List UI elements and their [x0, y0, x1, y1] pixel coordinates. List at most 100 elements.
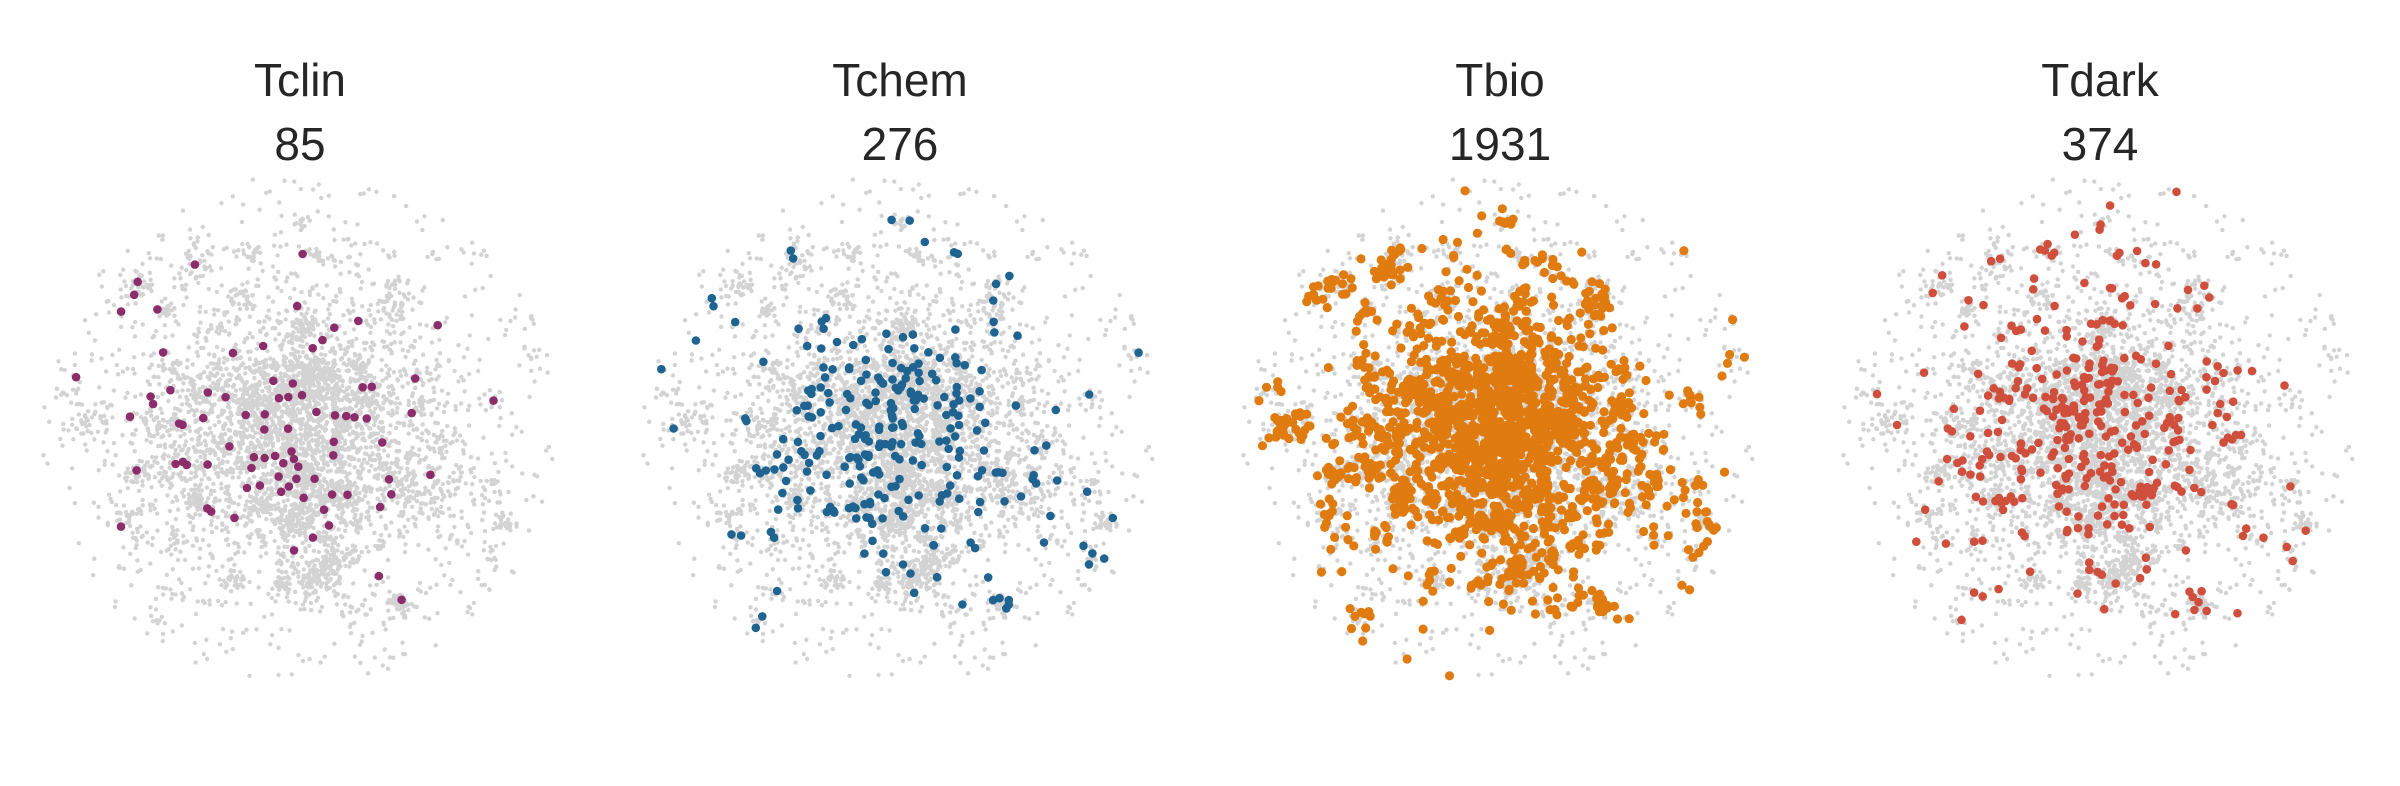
background-point: [469, 491, 474, 496]
background-point: [294, 317, 299, 322]
background-point: [226, 529, 231, 535]
background-point: [216, 414, 221, 419]
background-point: [385, 557, 391, 563]
background-point: [162, 621, 168, 626]
background-point: [319, 360, 325, 365]
background-point: [269, 612, 275, 617]
background-point: [72, 500, 78, 506]
background-point: [296, 652, 301, 658]
background-point: [271, 429, 276, 434]
background-point: [376, 309, 381, 314]
background-point: [365, 402, 370, 408]
background-point: [170, 524, 175, 530]
background-point: [187, 428, 193, 434]
background-point: [338, 346, 344, 352]
background-point: [226, 436, 232, 442]
background-point: [66, 428, 71, 433]
background-point: [403, 203, 409, 209]
background-point: [303, 534, 308, 539]
background-point: [304, 591, 309, 596]
background-point: [450, 577, 455, 583]
background-point: [238, 355, 243, 360]
background-point: [56, 359, 61, 364]
background-point: [249, 440, 254, 445]
background-point: [352, 430, 358, 435]
background-point: [158, 406, 163, 411]
background-point: [279, 514, 284, 519]
background-point: [466, 604, 471, 609]
background-point: [251, 508, 256, 513]
background-point: [439, 388, 445, 393]
background-point: [340, 454, 345, 459]
background-point: [179, 580, 184, 586]
background-point: [352, 456, 357, 462]
background-point: [229, 629, 235, 634]
background-point: [499, 398, 505, 403]
background-point: [135, 558, 140, 563]
background-point: [296, 574, 301, 579]
background-point: [296, 400, 301, 406]
background-point: [445, 400, 450, 405]
background-point: [217, 577, 222, 582]
background-point: [327, 302, 332, 307]
background-point: [270, 586, 275, 591]
background-point: [489, 478, 494, 483]
background-point: [187, 227, 193, 232]
background-point: [331, 430, 336, 435]
background-point: [437, 351, 443, 356]
background-point: [226, 400, 231, 406]
background-point: [418, 377, 424, 383]
background-point: [113, 453, 118, 458]
background-point: [292, 222, 297, 227]
background-point: [324, 283, 329, 288]
background-point: [457, 433, 463, 438]
background-point: [301, 333, 306, 338]
background-point: [508, 511, 513, 516]
background-point: [287, 490, 292, 495]
background-point: [482, 540, 487, 545]
background-point: [336, 368, 342, 373]
background-point: [300, 540, 305, 546]
background-point: [435, 362, 441, 367]
background-point: [368, 324, 374, 330]
background-point: [235, 460, 240, 465]
background-point: [360, 374, 365, 380]
background-point: [217, 357, 222, 362]
background-point: [278, 230, 284, 235]
background-point: [72, 351, 78, 356]
background-point: [385, 453, 391, 458]
background-point: [432, 500, 437, 505]
background-point: [198, 304, 203, 309]
background-point: [207, 426, 212, 431]
background-point: [429, 412, 434, 418]
background-point: [170, 333, 175, 338]
background-point: [211, 361, 216, 366]
background-point: [489, 451, 494, 456]
background-point: [170, 499, 175, 505]
background-point: [221, 247, 227, 252]
background-point: [105, 405, 110, 411]
background-point: [191, 494, 197, 500]
background-point: [510, 464, 515, 469]
background-point: [306, 465, 312, 470]
background-point: [45, 461, 50, 466]
background-point: [358, 526, 364, 531]
background-point: [168, 543, 174, 548]
background-point: [454, 538, 459, 544]
background-point: [168, 263, 174, 268]
background-point: [324, 585, 329, 590]
background-point: [454, 438, 460, 443]
background-point: [398, 340, 403, 345]
background-point: [96, 515, 101, 520]
background-point: [176, 577, 182, 582]
background-point: [159, 483, 164, 488]
background-point: [200, 598, 206, 604]
background-point: [140, 479, 145, 484]
background-point: [234, 356, 240, 361]
background-point: [392, 253, 397, 258]
background-point: [132, 449, 137, 454]
background-point: [401, 367, 406, 372]
background-point: [298, 426, 304, 432]
background-point: [252, 303, 257, 309]
background-point: [334, 373, 339, 378]
